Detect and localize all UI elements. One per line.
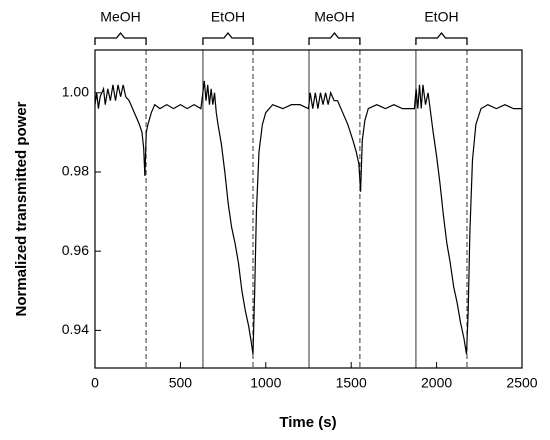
bracket bbox=[202, 31, 254, 45]
bracket bbox=[308, 31, 361, 45]
x-tick-label: 1500 bbox=[336, 375, 367, 391]
x-tick-label: 0 bbox=[91, 375, 99, 391]
x-tick-label: 2000 bbox=[421, 375, 452, 391]
data-line bbox=[94, 80, 522, 355]
annotation-label: EtOH bbox=[424, 9, 458, 25]
annotation-label: EtOH bbox=[211, 9, 245, 25]
annotation-label: MeOH bbox=[314, 9, 354, 25]
annotation-label: MeOH bbox=[100, 9, 140, 25]
plot-frame bbox=[94, 49, 523, 369]
y-tick-label: 0.98 bbox=[62, 163, 89, 179]
x-tick-label: 2500 bbox=[506, 375, 537, 391]
y-tick-label: 1.00 bbox=[62, 83, 89, 99]
y-tick-label: 0.94 bbox=[62, 321, 89, 337]
bracket bbox=[94, 31, 147, 45]
x-tick-label: 500 bbox=[169, 375, 193, 391]
y-axis-label: Normalized transmitted power bbox=[13, 101, 30, 316]
y-tick-label: 0.96 bbox=[62, 242, 89, 258]
bracket bbox=[415, 31, 468, 45]
x-tick-label: 1000 bbox=[250, 375, 281, 391]
x-axis-label: Time (s) bbox=[279, 414, 336, 431]
